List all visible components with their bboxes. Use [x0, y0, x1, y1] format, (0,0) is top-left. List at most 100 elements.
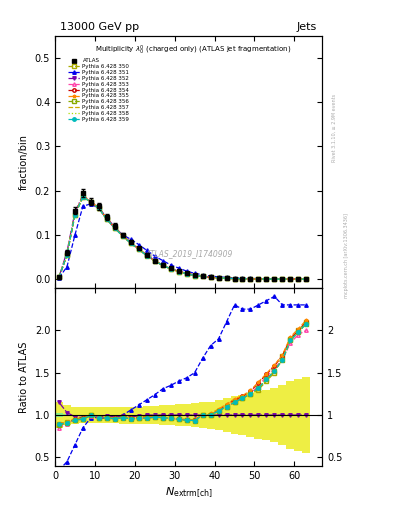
Pythia 6.428 356: [144, 252, 149, 259]
Pythia 6.428 358: [105, 217, 109, 223]
Bar: [143, 406, 151, 424]
Line: Pythia 6.428 352: Pythia 6.428 352: [57, 194, 308, 281]
Pythia 6.428 350: [264, 276, 269, 282]
Bar: [127, 415, 135, 416]
Pythia 6.428 352: [248, 276, 253, 282]
Pythia 6.428 351: [216, 274, 221, 280]
Pythia 6.428 350: [240, 275, 245, 282]
Pythia 6.428 355: [168, 266, 173, 272]
Pythia 6.428 357: [129, 240, 133, 246]
Pythia 6.428 354: [248, 276, 253, 282]
Pythia 6.428 353: [64, 252, 69, 258]
Pythia 6.428 354: [256, 276, 261, 282]
Pythia 6.428 350: [200, 273, 205, 280]
Pythia 6.428 353: [304, 276, 309, 282]
Pythia 6.428 354: [57, 274, 61, 281]
Pythia 6.428 352: [272, 276, 277, 282]
Pythia 6.428 351: [240, 275, 245, 281]
Pythia 6.428 355: [112, 225, 117, 231]
Bar: [79, 408, 87, 423]
Pythia 6.428 353: [121, 233, 125, 239]
Pythia 6.428 358: [97, 205, 101, 211]
Pythia 6.428 355: [129, 240, 133, 246]
Bar: [174, 404, 183, 426]
Pythia 6.428 356: [105, 217, 109, 223]
Pythia 6.428 351: [160, 258, 165, 264]
Text: Jets: Jets: [297, 22, 317, 32]
Pythia 6.428 356: [97, 205, 101, 211]
Pythia 6.428 353: [160, 262, 165, 268]
Pythia 6.428 356: [88, 199, 93, 205]
Pythia 6.428 355: [81, 193, 85, 199]
Bar: [215, 400, 222, 430]
Pythia 6.428 350: [129, 240, 133, 246]
Pythia 6.428 358: [152, 258, 157, 264]
Pythia 6.428 356: [81, 194, 85, 200]
Text: Rivet 3.1.10, ≥ 2.9M events: Rivet 3.1.10, ≥ 2.9M events: [332, 94, 337, 162]
Pythia 6.428 354: [200, 273, 205, 280]
Pythia 6.428 353: [168, 266, 173, 272]
Bar: [135, 407, 143, 423]
Bar: [167, 405, 174, 425]
Pythia 6.428 354: [129, 240, 133, 246]
Pythia 6.428 358: [168, 266, 173, 272]
Pythia 6.428 359: [97, 205, 101, 211]
Pythia 6.428 354: [288, 276, 293, 282]
Pythia 6.428 354: [264, 276, 269, 282]
Pythia 6.428 353: [152, 258, 157, 264]
Pythia 6.428 350: [136, 246, 141, 252]
Pythia 6.428 353: [264, 276, 269, 282]
Pythia 6.428 351: [264, 275, 269, 282]
Pythia 6.428 358: [88, 199, 93, 205]
Pythia 6.428 354: [240, 275, 245, 282]
Pythia 6.428 350: [168, 266, 173, 272]
Pythia 6.428 350: [208, 274, 213, 281]
Pythia 6.428 356: [121, 233, 125, 239]
Pythia 6.428 352: [200, 273, 205, 280]
Pythia 6.428 357: [57, 274, 61, 281]
Bar: [63, 405, 71, 425]
Pythia 6.428 359: [160, 262, 165, 268]
Pythia 6.428 359: [73, 211, 77, 218]
Pythia 6.428 350: [272, 276, 277, 282]
Pythia 6.428 359: [129, 240, 133, 246]
Bar: [79, 415, 87, 416]
Pythia 6.428 352: [97, 204, 101, 210]
Pythia 6.428 354: [184, 270, 189, 276]
Pythia 6.428 353: [200, 273, 205, 280]
Pythia 6.428 353: [136, 246, 141, 252]
Pythia 6.428 354: [216, 275, 221, 281]
Bar: [71, 415, 79, 416]
Pythia 6.428 354: [88, 199, 93, 205]
Bar: [183, 415, 191, 416]
Pythia 6.428 359: [192, 272, 197, 279]
Bar: [119, 415, 127, 416]
Pythia 6.428 356: [112, 225, 117, 231]
Pythia 6.428 357: [121, 233, 125, 239]
Pythia 6.428 354: [97, 205, 101, 211]
Pythia 6.428 355: [248, 276, 253, 282]
Pythia 6.428 353: [97, 205, 101, 211]
Pythia 6.428 358: [240, 275, 245, 282]
Pythia 6.428 359: [152, 258, 157, 264]
Pythia 6.428 358: [64, 252, 69, 258]
Pythia 6.428 359: [296, 276, 301, 282]
Pythia 6.428 354: [105, 216, 109, 222]
Bar: [111, 415, 119, 416]
Pythia 6.428 351: [144, 247, 149, 253]
Bar: [207, 401, 215, 429]
Pythia 6.428 351: [112, 225, 117, 231]
Pythia 6.428 352: [168, 265, 173, 271]
Pythia 6.428 351: [192, 270, 197, 276]
Pythia 6.428 357: [288, 276, 293, 282]
Line: Pythia 6.428 356: Pythia 6.428 356: [57, 195, 308, 281]
Pythia 6.428 353: [184, 271, 189, 277]
Pythia 6.428 351: [184, 268, 189, 274]
Pythia 6.428 350: [152, 258, 157, 264]
Bar: [198, 402, 207, 428]
Pythia 6.428 354: [112, 225, 117, 231]
Pythia 6.428 358: [81, 194, 85, 200]
Pythia 6.428 357: [200, 273, 205, 280]
Pythia 6.428 356: [272, 276, 277, 282]
Pythia 6.428 353: [288, 276, 293, 282]
